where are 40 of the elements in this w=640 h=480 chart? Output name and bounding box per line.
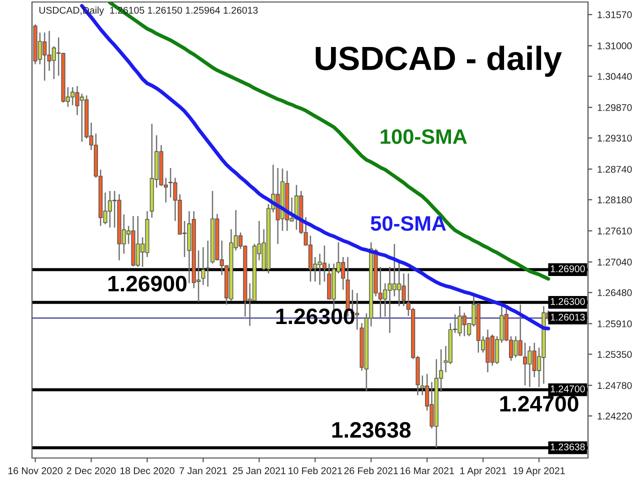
x-tick-label: 1 Apr 2021	[460, 467, 506, 476]
y-tick-label: 1.28740	[598, 166, 632, 173]
y-tick-label: 1.29310	[598, 134, 632, 142]
ref-line-label: 1.24700	[550, 385, 585, 392]
x-tick-label: 16 Nov 2020	[8, 467, 62, 474]
ref-line-label: 1.26900	[550, 265, 585, 272]
ref-line-label: 1.23638	[550, 443, 585, 450]
candlestick	[322, 244, 326, 282]
y-tick-label: 1.26480	[598, 289, 632, 296]
series-label: 50-SMA	[370, 216, 446, 231]
y-tick-label: 1.27610	[598, 228, 632, 234]
x-tick-label: 26 Feb 2021	[344, 467, 398, 474]
y-tick-label: 1.28180	[598, 196, 632, 204]
candlestick	[355, 292, 360, 330]
ref-line-label: 1.26013	[550, 314, 585, 321]
y-tick-label: 1.24220	[598, 412, 632, 420]
x-tick-label: 25 Jan 2021	[232, 467, 286, 474]
candlestick	[206, 240, 210, 288]
x-tick-label: 10 Feb 2021	[288, 467, 342, 474]
y-tick-label: 1.30440	[598, 73, 632, 80]
candlestick	[201, 246, 206, 286]
x-tick-label: 18 Dec 2020	[120, 467, 174, 474]
x-tick-label: 19 Apr 2021	[514, 467, 565, 476]
annotation: 1.23638	[332, 422, 411, 438]
y-tick-label: 1.27040	[598, 258, 632, 266]
series-label: 100-SMA	[380, 129, 467, 144]
y-tick-label: 1.31570	[598, 11, 632, 18]
ref-line-label: 1.26300	[550, 298, 585, 305]
annotation: 1.24700	[500, 396, 578, 412]
y-tick-label: 1.24780	[598, 382, 632, 389]
x-tick-label: 16 Mar 2021	[400, 467, 454, 474]
x-tick-label: 2 Dec 2020	[66, 467, 116, 474]
annotation: 1.26900	[108, 276, 186, 292]
candlestick	[523, 342, 528, 386]
y-tick-label: 1.25910	[598, 320, 632, 328]
text: USDCAD - daily	[316, 46, 562, 77]
y-tick-label: 1.29870	[598, 104, 632, 112]
y-tick-label: 1.25350	[598, 350, 632, 358]
y-tick-label: 1.31000	[598, 42, 632, 50]
x-tick-label: 7 Jan 2021	[180, 467, 227, 474]
